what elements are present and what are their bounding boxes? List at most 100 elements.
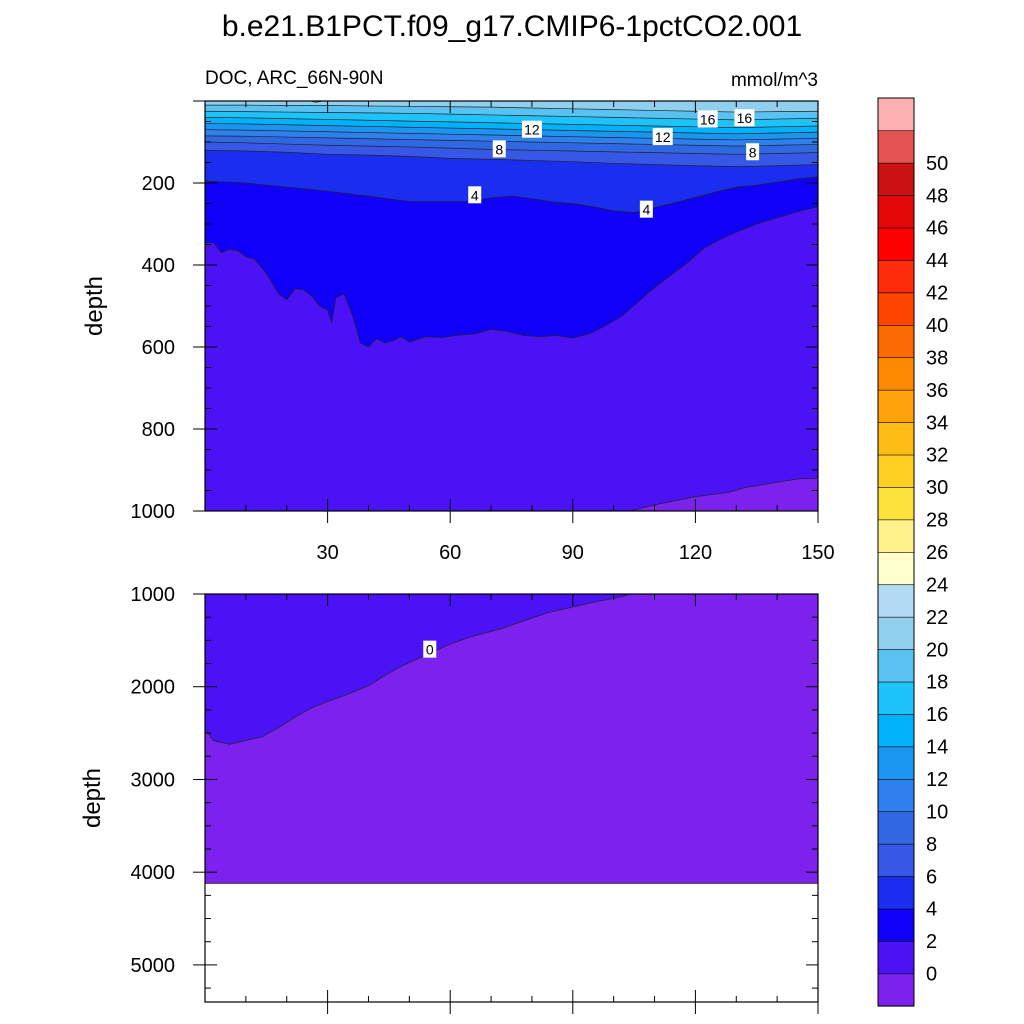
colorbar-label-32: 32	[926, 445, 948, 467]
top-contour-label-box-12-1	[652, 128, 673, 146]
colorbar-swatch-20	[877, 324, 915, 359]
colorbar-swatch-2	[877, 908, 915, 942]
colorbar: 5048464442403836343230282624222018161412…	[877, 97, 948, 1007]
bot-y-tick-label-3000: 3000	[131, 769, 176, 791]
top-contour-label-box-12-0	[521, 120, 542, 138]
top-contour-line-8	[205, 141, 818, 155]
colorbar-label-48: 48	[926, 185, 948, 207]
top-contour-label-8-0: 8	[495, 141, 503, 157]
bot-contour-line-0	[205, 594, 631, 745]
colorbar-label-20: 20	[926, 639, 948, 661]
top-y-tick-label-200: 200	[142, 173, 175, 195]
colorbar-label-6: 6	[926, 866, 937, 888]
bot-y-tick-label-4000: 4000	[131, 862, 176, 884]
upper-panel-filled-contours	[205, 101, 818, 511]
units-label: mmol/m^3	[731, 70, 818, 91]
colorbar-swatch-5	[877, 811, 915, 845]
colorbar-label-16: 16	[926, 704, 948, 726]
bot-y-tick-label-2000: 2000	[131, 677, 176, 699]
top-x-tick-label-60: 60	[439, 542, 461, 564]
colorbar-swatch-4	[877, 843, 915, 877]
top-contour-line-2	[205, 206, 818, 348]
top-contour-line-0	[629, 477, 818, 511]
top-y-tick-label-1000: 1000	[131, 501, 176, 523]
top-contour-line-14	[205, 123, 818, 135]
top-contour-label-box-16-1	[734, 109, 755, 127]
colorbar-swatch-10	[877, 648, 915, 683]
top-contour-label-box-16-0	[697, 110, 718, 128]
colorbar-swatch-0	[877, 973, 915, 1007]
upper-y-axis-label: depth	[81, 276, 108, 336]
bot-contour-label-0-0: 0	[426, 642, 434, 658]
bot-y-tick-label-5000: 5000	[131, 955, 176, 977]
colorbar-swatch-7	[877, 746, 915, 780]
top-contour-label-12-0: 12	[524, 122, 540, 138]
top-y-tick-label-400: 400	[142, 255, 175, 277]
colorbar-label-28: 28	[926, 510, 948, 532]
colorbar-swatch-19	[877, 357, 915, 391]
lower-panel-ticks: 1000 2000 3000 4000 5000	[131, 584, 819, 1014]
colorbar-label-42: 42	[926, 283, 948, 305]
colorbar-swatch-9	[877, 681, 915, 715]
panel-left-label: DOC, ARC_66N-90N	[205, 68, 383, 89]
top-x-tick-label-30: 30	[316, 542, 338, 564]
top-contour-label-4-1: 4	[642, 202, 650, 218]
colorbar-swatch-26	[877, 130, 915, 164]
upper-depth-panel: 4 4 8 8 12 12 16 16 30 60 90 120 150 200 400 600 800 100…	[81, 100, 835, 564]
bot-y-tick-label-1000: 1000	[131, 584, 176, 606]
top-contour-label-box-8-1	[746, 143, 760, 161]
colorbar-swatch-6	[877, 778, 915, 813]
colorbar-swatch-12	[877, 584, 915, 618]
colorbar-swatch-25	[877, 162, 915, 196]
lower-y-axis-label: depth	[79, 768, 106, 828]
colorbar-label-10: 10	[926, 801, 948, 823]
top-x-tick-label-120: 120	[679, 542, 712, 564]
colorbar-swatch-18	[877, 389, 915, 423]
colorbar-label-8: 8	[926, 834, 937, 856]
figure-title: b.e21.B1PCT.f09_g17.CMIP6-1pctCO2.001	[222, 10, 802, 43]
colorbar-label-50: 50	[926, 153, 948, 175]
lower-depth-panel: 0 1000 2000 3000 4000 5000 depth	[79, 584, 819, 1014]
colorbar-swatch-15	[877, 486, 915, 521]
colorbar-label-2: 2	[926, 931, 937, 953]
upper-panel-contour-labels: 4 4 8 8 12 12 16 16	[468, 109, 760, 218]
colorbar-label-26: 26	[926, 542, 948, 564]
upper-panel-ticks: 30 60 90 120 150 200 400 600 800 1000	[131, 100, 835, 564]
colorbar-swatch-22	[877, 259, 915, 294]
colorbar-label-36: 36	[926, 380, 948, 402]
colorbar-swatch-13	[877, 551, 915, 586]
top-y-tick-label-600: 600	[142, 337, 175, 359]
colorbar-swatch-17	[877, 421, 915, 456]
top-contour-label-16-0: 16	[700, 111, 716, 127]
colorbar-swatch-27	[877, 97, 915, 132]
colorbar-swatch-8	[877, 713, 915, 748]
colorbar-label-0: 0	[926, 964, 937, 986]
top-x-tick-label-150: 150	[801, 542, 834, 564]
top-contour-label-12-1: 12	[655, 129, 671, 145]
colorbar-swatch-11	[877, 616, 915, 650]
top-y-tick-label-800: 800	[142, 419, 175, 441]
lower-panel-contour-labels: 0	[423, 640, 437, 658]
top-contour-label-16-1: 16	[737, 110, 753, 126]
colorbar-label-34: 34	[926, 412, 948, 434]
colorbar-label-12: 12	[926, 769, 948, 791]
bot-ocean-floor-mask	[205, 883, 818, 1002]
bot-contour-label-box-0-0	[423, 640, 437, 658]
colorbar-swatch-23	[877, 227, 915, 261]
top-contour-label-8-1: 8	[749, 144, 757, 160]
colorbar-label-4: 4	[926, 899, 937, 921]
colorbar-label-24: 24	[926, 574, 948, 596]
top-contour-line-4	[205, 176, 818, 213]
lower-panel-filled-contours	[205, 594, 818, 1002]
top-x-tick-label-90: 90	[562, 542, 584, 564]
colorbar-swatch-14	[877, 519, 915, 553]
top-band-20-22	[205, 101, 818, 113]
lower-panel-frame	[204, 593, 819, 1003]
colorbar-swatch-24	[877, 194, 915, 229]
top-contour-label-box-8-0	[492, 140, 506, 158]
bot-band-0-2	[205, 594, 631, 745]
colorbar-label-44: 44	[926, 250, 948, 272]
colorbar-label-30: 30	[926, 477, 948, 499]
top-contour-label-4-0: 4	[471, 187, 479, 203]
